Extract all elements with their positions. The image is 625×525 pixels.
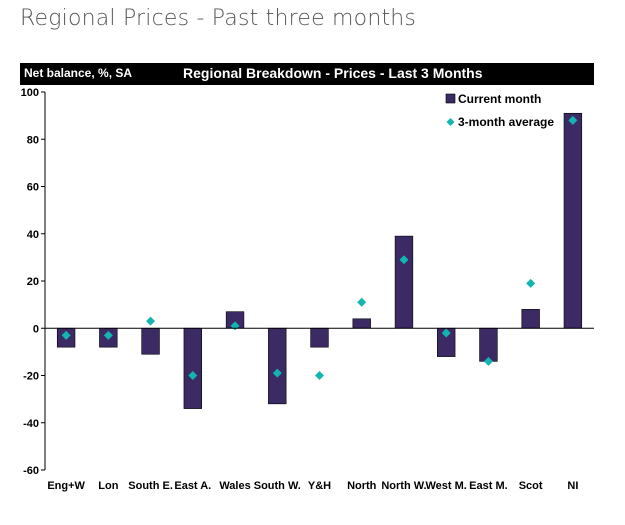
y-tick-label: -40 xyxy=(23,418,39,430)
marker-3-month-average xyxy=(103,330,113,340)
marker-3-month-average xyxy=(188,371,198,380)
bar-current-month xyxy=(268,327,287,405)
x-tick-label: South E. xyxy=(128,480,173,492)
bar-current-month xyxy=(141,327,160,355)
bar-current-month xyxy=(521,309,540,329)
legend-label-current-month: Current month xyxy=(458,92,541,106)
x-tick-label: West M. xyxy=(426,480,467,492)
bar-current-month xyxy=(352,318,371,329)
x-tick-label: East A. xyxy=(174,480,211,492)
bar-current-month xyxy=(394,235,414,329)
marker-3-month-average xyxy=(61,330,71,340)
x-tick-label: Wales xyxy=(219,480,250,492)
x-tick-label: Scot xyxy=(519,480,543,492)
y-tick-label: 100 xyxy=(21,87,39,99)
y-tick-label: 20 xyxy=(27,276,39,288)
legend-swatch-3-month-average xyxy=(446,118,455,126)
legend-swatch-current-month xyxy=(445,93,456,104)
page-title: Regional Prices - Past three months xyxy=(20,6,417,31)
x-tick-label: Lon xyxy=(98,480,118,492)
bar-current-month xyxy=(310,327,329,348)
x-tick-label: Eng+W xyxy=(47,480,85,492)
marker-3-month-average xyxy=(399,255,409,265)
marker-3-month-average xyxy=(315,371,324,380)
x-tick-label: East M. xyxy=(469,480,508,492)
x-tick-label: North xyxy=(347,480,377,492)
bar-current-month xyxy=(563,112,583,329)
x-tick-label: NI xyxy=(567,480,578,492)
chart-title: Regional Breakdown - Prices - Last 3 Mon… xyxy=(183,65,483,81)
marker-3-month-average xyxy=(568,115,578,125)
x-tick-label: South W. xyxy=(254,480,301,492)
x-tick-label: Y&H xyxy=(308,480,331,492)
chart-unit-label: Net balance, %, SA xyxy=(24,66,133,80)
chart-header-bar: Net balance, %, SA Regional Breakdown - … xyxy=(20,63,594,85)
y-tick-label: 0 xyxy=(33,323,39,335)
marker-3-month-average xyxy=(441,328,451,338)
y-tick-label: 40 xyxy=(27,229,39,241)
bar-current-month xyxy=(183,327,202,409)
y-tick-label: 80 xyxy=(27,134,39,146)
y-tick-label: -20 xyxy=(23,371,39,383)
legend-label-3-month-average: 3-month average xyxy=(458,115,554,129)
x-tick-label: North W. xyxy=(381,480,426,492)
marker-3-month-average xyxy=(146,316,156,326)
y-tick-label: -60 xyxy=(23,465,39,477)
bar-current-month xyxy=(479,327,498,362)
y-tick-label: 60 xyxy=(27,182,39,194)
marker-3-month-average xyxy=(357,297,367,307)
marker-3-month-average xyxy=(483,356,493,366)
marker-3-month-average xyxy=(272,368,282,378)
marker-3-month-average xyxy=(526,278,536,288)
